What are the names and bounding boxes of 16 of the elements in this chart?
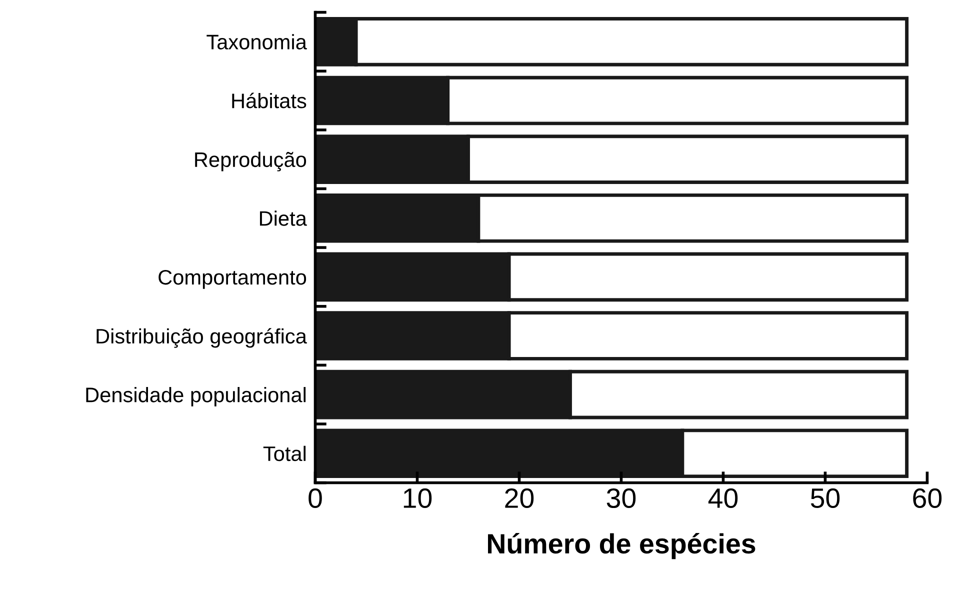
y-tick-label: Comportamento <box>158 270 306 289</box>
x-tick-label: 60 <box>913 488 942 508</box>
y-tick-label: Total <box>263 446 306 462</box>
y-tick-label: Taxonomia <box>206 34 307 50</box>
y-tick-label: Reprodução <box>195 152 306 172</box>
x-tick-label: 30 <box>606 488 636 508</box>
y-tick-label: Distribuição geográfica <box>96 328 307 348</box>
y-tick-label: Hábitats <box>232 92 306 108</box>
x-tick-label: 0 <box>308 488 322 508</box>
y-tick-label: Dieta <box>260 210 307 226</box>
x-axis-title: Número de espécies <box>488 532 756 560</box>
x-tick-label: 40 <box>708 488 738 508</box>
x-tick-label: 50 <box>810 488 840 508</box>
x-tick-label: 10 <box>404 488 432 508</box>
y-tick-label: Densidade populacional <box>86 387 306 406</box>
x-tick-label: 20 <box>505 488 534 508</box>
